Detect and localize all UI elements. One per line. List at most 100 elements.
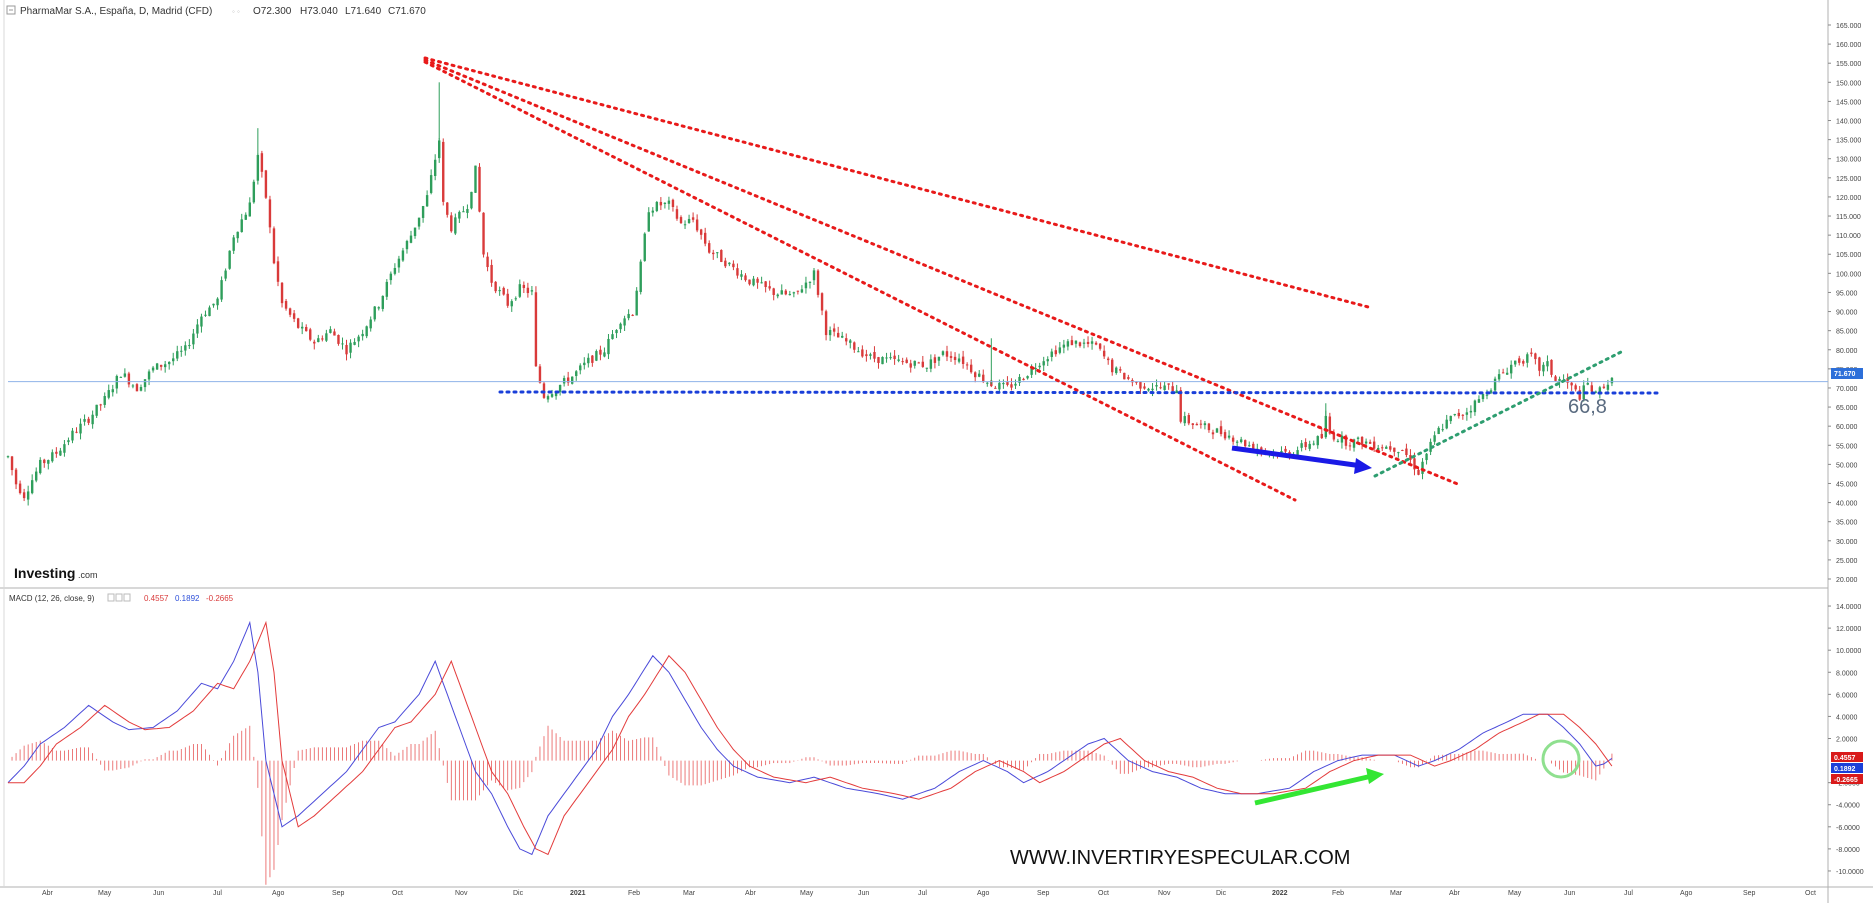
candle-body	[1187, 415, 1190, 424]
candle-body	[369, 319, 372, 329]
candle-body	[1127, 377, 1130, 379]
candle-body	[421, 206, 425, 218]
macd-header: MACD (12, 26, close, 9) 0.4557 0.1892 -0…	[9, 593, 234, 603]
candle-body	[296, 318, 300, 328]
candle-body	[1058, 347, 1062, 353]
candle-body	[546, 396, 550, 400]
candle-body	[945, 351, 949, 357]
candle-body	[845, 338, 848, 342]
candle-body	[744, 275, 747, 281]
candle-body	[1364, 441, 1368, 444]
candle-body	[1151, 388, 1154, 391]
candle-body	[1586, 383, 1589, 385]
candle-body	[849, 340, 852, 343]
macd-line	[7, 620, 1613, 856]
candle-body	[909, 363, 912, 368]
svg-text:Ago: Ago	[1680, 890, 1693, 897]
candle-body	[18, 483, 22, 494]
brand-name: Investing	[14, 565, 75, 581]
candle-body	[1413, 458, 1416, 470]
candle-body	[611, 334, 614, 340]
candle-body	[566, 377, 570, 383]
candle-body	[490, 264, 493, 283]
svg-text:Mar: Mar	[683, 890, 696, 897]
candle-body	[1239, 439, 1243, 443]
candle-body	[14, 469, 18, 485]
candle-body	[530, 290, 534, 292]
candle-body	[1155, 385, 1158, 387]
price-tick-label: 30.000	[1836, 539, 1858, 546]
candle-body	[1610, 377, 1614, 384]
macd-tick-label: -10.0000	[1836, 869, 1864, 876]
candle-body	[961, 356, 965, 364]
candle-body	[1119, 369, 1122, 371]
candle-body	[361, 333, 364, 337]
candle-body	[1469, 410, 1473, 413]
candle-body	[1566, 378, 1569, 383]
candle-body	[1405, 448, 1408, 456]
candle-body	[1352, 439, 1356, 448]
macd-axis: 14.0000 12.0000 10.0000 8.0000 6.0000 4.0000 2…	[1828, 604, 1864, 876]
price-tick-label: 115.000	[1836, 214, 1861, 221]
price-tick-label: 35.000	[1836, 520, 1858, 527]
candle-body	[127, 373, 131, 385]
candle-body	[994, 387, 997, 389]
candle-body	[579, 365, 582, 371]
candle-body	[442, 141, 445, 202]
candle-body	[111, 389, 114, 393]
candle-body	[691, 217, 695, 220]
trendline-drawings	[8, 56, 1828, 502]
price-tick-label: 145.000	[1836, 99, 1861, 106]
candle-body	[728, 262, 731, 265]
candle-body	[748, 279, 751, 285]
candle-body	[212, 303, 215, 306]
candle-body	[67, 440, 70, 443]
candle-body	[39, 459, 42, 474]
blue-arrow-head	[1354, 458, 1372, 474]
candle-body	[1598, 387, 1602, 393]
candle-body	[1244, 440, 1247, 447]
macd-tick-label: 2.0000	[1836, 737, 1858, 744]
candle-body	[724, 260, 727, 267]
svg-text:Abr: Abr	[42, 890, 54, 897]
candle-body	[1570, 382, 1573, 386]
candle-body	[482, 212, 485, 255]
candle-body	[417, 217, 421, 227]
svg-text:Jun: Jun	[1564, 890, 1575, 897]
candle-body	[720, 250, 723, 262]
candle-body	[1409, 455, 1412, 460]
candle-body	[1348, 445, 1352, 447]
candle-body	[377, 307, 380, 309]
candle-body	[397, 258, 401, 268]
candle-body	[486, 256, 489, 268]
macd-histogram	[11, 725, 1613, 885]
price-tick-label: 110.000	[1836, 233, 1861, 240]
candle-body	[853, 342, 856, 350]
candle-body	[498, 290, 501, 292]
macd-tick-label: 10.0000	[1836, 648, 1861, 655]
price-tick-label: 135.000	[1836, 138, 1861, 145]
candle-body	[776, 294, 779, 297]
candle-body	[1473, 400, 1477, 413]
candle-body	[1453, 414, 1456, 416]
svg-text:Abr: Abr	[745, 890, 757, 897]
candle-body	[1312, 443, 1315, 445]
candle-body	[51, 452, 54, 462]
candle-body	[1397, 452, 1400, 454]
candle-body	[1171, 386, 1174, 391]
candle-body	[1336, 440, 1340, 442]
price-tag-group: 71.670	[1831, 368, 1863, 379]
candle-body	[1574, 385, 1577, 390]
price-tick-label: 120.000	[1836, 195, 1861, 202]
macd-tag: 0.4557	[1834, 755, 1856, 762]
trendline-lower	[423, 60, 1297, 502]
candle-body	[413, 227, 417, 237]
candle-body	[1534, 353, 1537, 360]
candle-body	[208, 307, 211, 317]
candle-body	[1320, 433, 1323, 439]
candle-body	[401, 250, 405, 261]
candle-body	[607, 338, 610, 355]
candle-body	[325, 333, 328, 341]
candle-body	[26, 491, 30, 500]
price-tick-label: 60.000	[1836, 424, 1858, 431]
